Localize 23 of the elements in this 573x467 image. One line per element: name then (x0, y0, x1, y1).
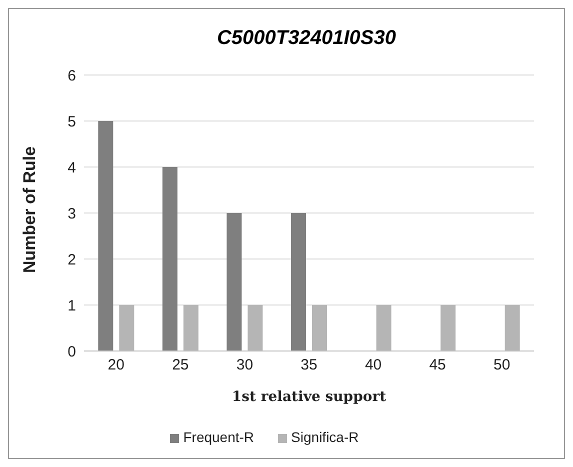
bar (162, 167, 178, 351)
y-tick-label: 4 (68, 159, 76, 176)
y-tick-label: 6 (68, 67, 76, 84)
chart-title: C5000T32401I0S30 (216, 27, 398, 51)
y-tick-label: 1 (68, 297, 76, 314)
y-tick-label: 5 (68, 113, 76, 130)
bar (226, 213, 242, 351)
x-tick-label: 40 (364, 356, 382, 374)
x-tick-label: 30 (236, 356, 254, 374)
y-tick-label: 2 (68, 251, 76, 268)
legend-label: Significa-R (291, 429, 359, 445)
bar (291, 213, 306, 351)
x-tick-label: 50 (494, 356, 510, 374)
x-tick-label: 20 (108, 356, 124, 374)
y-axis-title: Number of Rule (20, 146, 40, 273)
bar (98, 121, 114, 351)
x-tick-label: 25 (172, 356, 189, 374)
x-tick-label: 45 (429, 356, 446, 374)
legend-label: Frequent-R (183, 429, 254, 445)
x-axis-title: 1st relative support (232, 389, 387, 405)
y-tick-label: 3 (68, 205, 76, 222)
y-tick-label: 0 (68, 343, 76, 360)
x-tick-label: 35 (300, 356, 318, 374)
